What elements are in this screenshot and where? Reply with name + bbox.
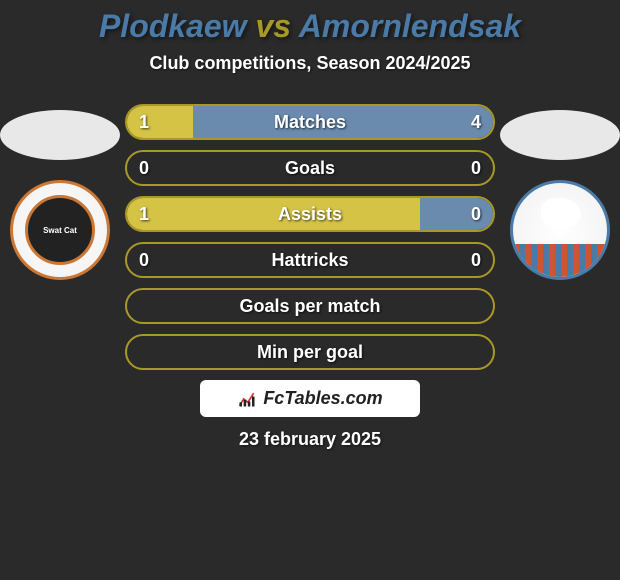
attribution-badge: FcTables.com [200, 380, 420, 417]
stat-label: Goals [127, 158, 493, 179]
stat-label: Assists [127, 204, 493, 225]
stat-row: 00Hattricks [125, 242, 495, 278]
player1-avatar [0, 110, 120, 160]
vs-label: vs [255, 8, 291, 44]
stat-label: Min per goal [127, 342, 493, 363]
stat-label: Hattricks [127, 250, 493, 271]
team2-logo-stripes [513, 244, 607, 277]
stat-label: Matches [127, 112, 493, 133]
stat-row: 00Goals [125, 150, 495, 186]
stat-row: 14Matches [125, 104, 495, 140]
stat-row: 10Assists [125, 196, 495, 232]
subtitle: Club competitions, Season 2024/2025 [0, 53, 620, 74]
chart-icon [237, 389, 257, 409]
player-left-block: Swat Cat [0, 110, 120, 280]
player2-avatar [500, 110, 620, 160]
attribution-text: FcTables.com [263, 388, 382, 409]
stat-row: Goals per match [125, 288, 495, 324]
stat-label: Goals per match [127, 296, 493, 317]
team2-logo-horse-icon [541, 198, 581, 228]
comparison-title: Plodkaew vs Amornlendsak [0, 8, 620, 45]
player1-name: Plodkaew [99, 8, 247, 44]
player-right-block [500, 110, 620, 280]
team1-logo: Swat Cat [10, 180, 110, 280]
comparison-card: Plodkaew vs Amornlendsak Club competitio… [0, 0, 620, 580]
team1-logo-inner: Swat Cat [25, 195, 95, 265]
team2-logo [510, 180, 610, 280]
player2-name: Amornlendsak [299, 8, 521, 44]
stats-list: 14Matches 00Goals 10Assists 00Hattricks Goal… [125, 104, 495, 370]
date-label: 23 february 2025 [0, 429, 620, 450]
stat-row: Min per goal [125, 334, 495, 370]
team1-logo-text: Swat Cat [43, 226, 77, 235]
